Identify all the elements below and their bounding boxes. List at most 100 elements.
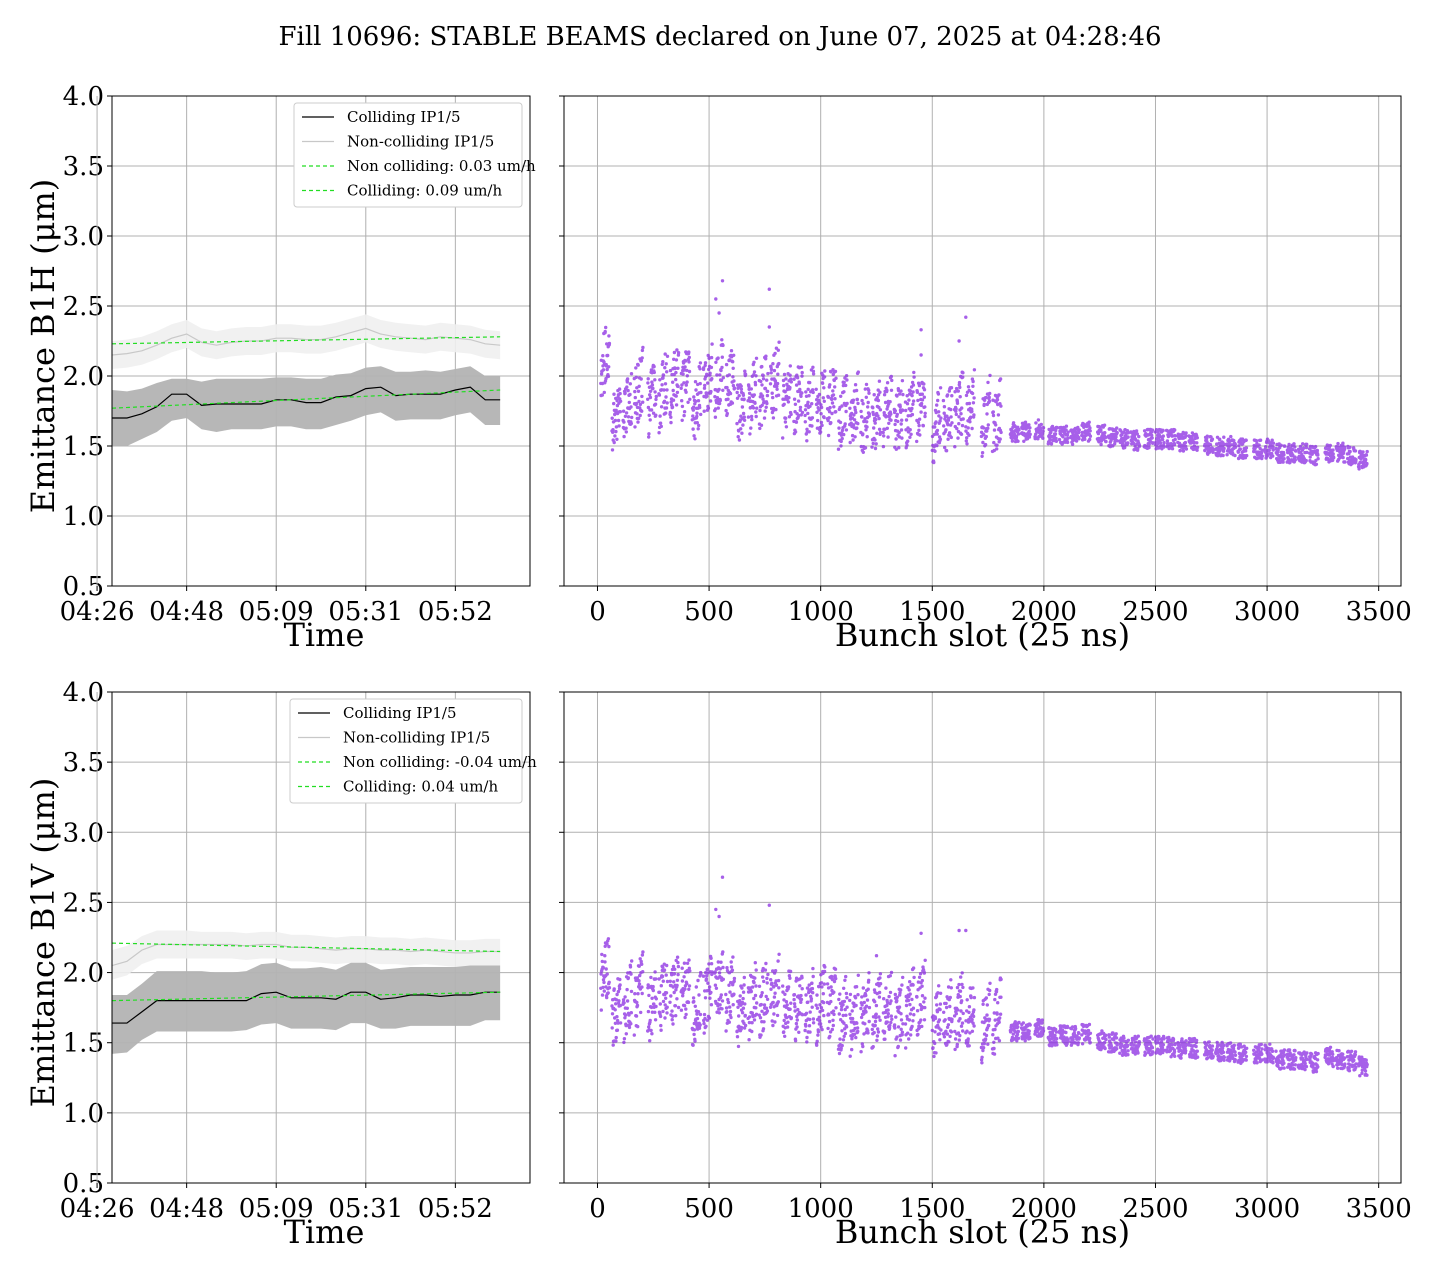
scatter-point xyxy=(640,356,644,360)
scatter-point xyxy=(1204,1043,1209,1047)
scatter-point xyxy=(669,400,673,404)
legend-entry: Colliding: 0.04 um/h xyxy=(343,778,498,796)
legend-entry: Non colliding: -0.04 um/h xyxy=(343,753,537,771)
scatter-point xyxy=(1365,449,1369,454)
scatter-point xyxy=(618,1003,622,1008)
scatter-point xyxy=(1215,1040,1219,1045)
scatter-point xyxy=(602,980,606,985)
scatter-point xyxy=(897,1005,902,1009)
scatter-point xyxy=(1342,1056,1347,1060)
scatter-point xyxy=(1181,449,1186,453)
scatter-point xyxy=(654,397,658,402)
scatter-point xyxy=(907,988,911,992)
scatter-point xyxy=(753,961,757,965)
scatter-point xyxy=(948,995,952,1000)
scatter-point xyxy=(731,360,735,364)
scatter-point xyxy=(805,986,810,990)
scatter-point xyxy=(831,1023,835,1028)
y-tick-label: 2.5 xyxy=(63,888,104,918)
scatter-point xyxy=(870,1027,874,1032)
legend-entry: Non-colliding IP1/5 xyxy=(347,133,494,151)
scatter-point xyxy=(907,398,911,402)
scatter-point xyxy=(721,388,725,392)
scatter-point xyxy=(955,1042,959,1047)
scatter-point xyxy=(697,423,701,428)
scatter-point xyxy=(860,1042,864,1046)
scatter-point xyxy=(771,395,775,400)
scatter-point xyxy=(725,966,729,970)
scatter-point xyxy=(980,1055,984,1060)
scatter-point xyxy=(764,961,768,966)
scatter-point xyxy=(659,1023,663,1028)
scatter-point xyxy=(651,984,655,989)
scatter-point xyxy=(837,997,841,1002)
scatter-point xyxy=(937,984,941,988)
scatter-point xyxy=(895,995,899,999)
scatter-point xyxy=(718,373,722,377)
scatter-point xyxy=(856,1029,860,1034)
scatter-point xyxy=(811,991,815,995)
scatter-point xyxy=(811,390,815,395)
scatter-point xyxy=(720,999,725,1003)
scatter-point xyxy=(747,396,752,400)
scatter-point xyxy=(998,1012,1003,1016)
scatter-point xyxy=(1195,448,1199,452)
scatter-point xyxy=(856,973,860,977)
scatter-point xyxy=(1173,428,1177,432)
scatter-point xyxy=(885,381,890,385)
scatter-point xyxy=(1088,426,1092,430)
scatter-point xyxy=(741,1006,746,1010)
scatter-point xyxy=(1161,428,1165,433)
scatter-point xyxy=(725,411,729,416)
scatter-point xyxy=(826,418,830,423)
scatter-point xyxy=(603,960,607,964)
scatter-point xyxy=(1206,1056,1210,1060)
scatter-point xyxy=(765,401,769,406)
scatter-point xyxy=(1205,440,1209,444)
scatter-point xyxy=(1071,1037,1075,1042)
scatter-point xyxy=(972,413,976,417)
scatter-point xyxy=(859,1006,863,1011)
scatter-point xyxy=(618,1021,623,1025)
scatter-point xyxy=(1135,432,1140,436)
scatter-point xyxy=(923,405,927,409)
scatter-point xyxy=(1166,1039,1170,1044)
scatter-point xyxy=(772,368,777,373)
scatter-point xyxy=(665,963,669,968)
scatter-point xyxy=(972,1024,976,1028)
scatter-point xyxy=(612,401,616,406)
scatter-point xyxy=(915,390,920,394)
panel-b1h-time: 0.51.01.52.02.53.03.54.004:26 04:48 05:09 0… xyxy=(24,82,536,654)
scatter-point xyxy=(799,365,804,369)
scatter-point xyxy=(772,1012,776,1016)
scatter-point xyxy=(958,989,963,993)
scatter-point xyxy=(1210,1044,1215,1048)
scatter-point xyxy=(650,380,654,384)
scatter-point xyxy=(1172,1050,1177,1054)
scatter-point xyxy=(771,1000,775,1005)
scatter-point xyxy=(899,1027,903,1032)
scatter-point xyxy=(721,343,725,348)
scatter-point xyxy=(676,384,680,389)
scatter-point xyxy=(794,1021,799,1026)
scatter-point xyxy=(1348,445,1352,449)
scatter-point xyxy=(1336,441,1340,446)
scatter-point xyxy=(1336,1066,1340,1070)
scatter-point xyxy=(920,392,924,396)
scatter-point xyxy=(991,413,996,418)
scatter-point xyxy=(739,427,743,431)
scatter-point xyxy=(1115,1047,1119,1051)
scatter-point xyxy=(702,1031,706,1035)
scatter-point xyxy=(797,1030,801,1035)
scatter-point xyxy=(647,413,651,417)
scatter-point xyxy=(754,1006,758,1010)
scatter-point xyxy=(731,983,735,987)
scatter-point xyxy=(1112,1038,1116,1042)
scatter-point xyxy=(1064,428,1068,432)
scatter-point xyxy=(986,380,990,385)
scatter-point xyxy=(894,1015,898,1019)
scatter-point xyxy=(773,351,777,356)
scatter-point xyxy=(629,1011,633,1015)
scatter-point xyxy=(1160,437,1165,442)
scatter-point xyxy=(968,1031,972,1035)
